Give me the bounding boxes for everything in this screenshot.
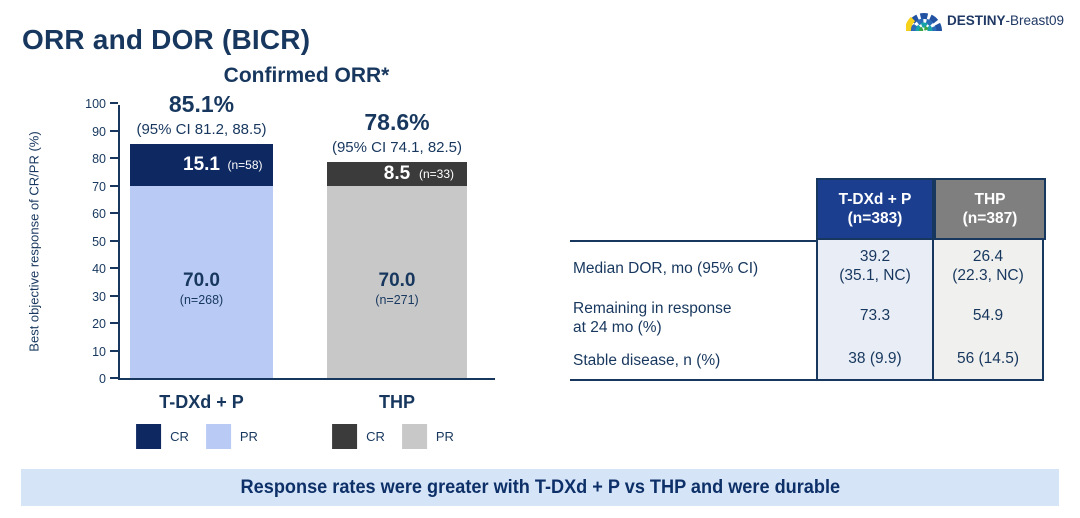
bar-orr-label: 78.6% bbox=[364, 109, 430, 136]
bar-segment-cr: 8.5 (n=33) bbox=[327, 162, 467, 186]
bar-cr-label: 8.5 (n=33) bbox=[327, 162, 467, 185]
y-axis-tick-label: 30 bbox=[92, 289, 106, 304]
bar-thp: 70.0 (n=271) 8.5 (n=33) 78.6% (95% CI 74.1, 8… bbox=[327, 109, 467, 378]
bar-segment-pr: 70.0 (n=268) bbox=[130, 185, 273, 378]
dor-table-cell: 73.3 bbox=[818, 294, 932, 339]
y-axis-tick-mark bbox=[110, 102, 118, 104]
y-axis-tick-mark bbox=[110, 129, 118, 132]
y-axis-title: Best objective response of CR/PR (%) bbox=[26, 131, 42, 352]
legend-swatch-pr bbox=[205, 424, 231, 449]
dor-table-row-label: Stable disease, n (%) bbox=[573, 351, 721, 369]
legend-label-cr: CR bbox=[170, 429, 189, 444]
y-axis-tick-label: 60 bbox=[92, 207, 106, 221]
destiny-fan-icon bbox=[905, 13, 942, 32]
study-logo: DESTINY-Breast09 bbox=[905, 7, 1064, 33]
bar-ci-label: (95% CI 81.2, 88.5) bbox=[136, 120, 267, 138]
study-name-rest: -Breast09 bbox=[1005, 12, 1064, 28]
legend-swatch-pr bbox=[401, 424, 427, 449]
y-axis-tick-label: 40 bbox=[92, 262, 106, 276]
bar-cr-n: (n=33) bbox=[419, 166, 455, 181]
y-axis-tick-label: 70 bbox=[92, 179, 106, 194]
plot-area: 0 10 20 30 40 50 60 70 80 90 100 70.0 (n=268) 15.1 (n=… bbox=[85, 91, 495, 449]
bar-pr-n: (n=271) bbox=[375, 292, 419, 307]
y-axis-tick-label: 80 bbox=[92, 152, 106, 166]
y-axis-tick-mark bbox=[110, 267, 118, 269]
bar-tdxd-p: 70.0 (n=268) 15.1 (n=58) 85.1% (95% CI 81.2, … bbox=[130, 91, 273, 378]
legend-tdxd-p: CR PR bbox=[136, 424, 266, 449]
x-axis-label-thp: THP bbox=[379, 392, 415, 412]
bar-cr-value: 15.1 bbox=[183, 153, 220, 175]
y-axis-tick-mark bbox=[110, 212, 118, 214]
y-axis-tick-label: 20 bbox=[92, 317, 106, 331]
dor-table-cell: 38 (9.9) bbox=[818, 339, 932, 379]
y-axis-tick-mark bbox=[110, 294, 118, 297]
y-axis-tick-label: 90 bbox=[92, 124, 106, 139]
y-axis-tick-mark bbox=[110, 377, 118, 379]
bar-cr-n: (n=58) bbox=[227, 157, 263, 172]
y-axis-tick-mark bbox=[110, 322, 118, 324]
bar-segment-pr: 70.0 (n=271) bbox=[327, 185, 467, 378]
bar-pr-n: (n=268) bbox=[179, 292, 224, 307]
legend-swatch-cr bbox=[136, 424, 162, 449]
summary-banner-text: Response rates were greater with T-DXd +… bbox=[240, 476, 840, 498]
study-name-bold: DESTINY bbox=[946, 12, 1006, 28]
dor-table-cell: 39.2 (35.1, NC) bbox=[818, 240, 932, 294]
bar-orr-label: 85.1% bbox=[168, 90, 235, 117]
study-name: DESTINY-Breast09 bbox=[947, 13, 1064, 28]
legend-label-cr: CR bbox=[366, 429, 385, 444]
y-axis-tick-mark bbox=[110, 157, 118, 159]
bar-pr-label: 70.0 (n=271) bbox=[327, 270, 467, 307]
legend-label-pr: PR bbox=[239, 429, 258, 444]
bar-pr-value: 70.0 bbox=[378, 269, 416, 291]
dor-table-row-labels: Median DOR, mo (95% CI) Remaining in resp… bbox=[570, 240, 816, 381]
legend-swatch-cr bbox=[332, 424, 358, 449]
bar-segment-cr: 15.1 (n=58) bbox=[130, 143, 273, 186]
dor-table-cell: 54.9 bbox=[934, 294, 1042, 339]
y-axis-tick-mark bbox=[110, 184, 118, 187]
x-axis-label-tdxd-p: T-DXd + P bbox=[159, 392, 244, 412]
bar-cr-value: 8.5 bbox=[383, 162, 411, 184]
y-axis-tick-label: 100 bbox=[85, 97, 106, 111]
page-title: ORR and DOR (BICR) bbox=[22, 24, 311, 55]
dor-table-row-label: Median DOR, mo (95% CI) bbox=[573, 259, 759, 277]
y-axis-tick-label: 0 bbox=[99, 372, 106, 386]
bar-cr-label: 15.1 (n=58) bbox=[130, 144, 273, 186]
dor-table-column-thp: 26.4 (22.3, NC) 54.9 56 (14.5) bbox=[932, 240, 1044, 381]
dor-table-cell: 56 (14.5) bbox=[934, 339, 1042, 379]
bar-ci-label: (95% CI 74.1, 82.5) bbox=[331, 139, 463, 157]
dor-table-header-tdxd: T-DXd + P (n=383) bbox=[816, 178, 934, 240]
y-axis-tick-mark bbox=[110, 349, 118, 352]
y-axis-tick-label: 50 bbox=[92, 234, 106, 249]
dor-table-cell: 26.4 (22.3, NC) bbox=[934, 240, 1042, 294]
y-axis-tick-label: 10 bbox=[92, 344, 106, 359]
dor-table-header-row: T-DXd + P (n=383) THP (n=387) bbox=[816, 178, 1046, 240]
summary-banner: Response rates were greater with T-DXd +… bbox=[21, 469, 1059, 506]
bar-pr-label: 70.0 (n=268) bbox=[130, 270, 273, 307]
dor-table-header-thp: THP (n=387) bbox=[934, 178, 1046, 240]
dor-table-row-label: Remaining in response at 24 mo (%) bbox=[573, 299, 732, 336]
chart-title: Confirmed ORR* bbox=[223, 64, 390, 87]
dor-table-column-tdxd: 39.2 (35.1, NC) 73.3 38 (9.9) bbox=[816, 240, 934, 381]
legend-thp: CR PR bbox=[332, 424, 462, 449]
bar-pr-value: 70.0 bbox=[183, 269, 220, 291]
y-axis-tick-mark bbox=[110, 239, 118, 242]
legend-label-pr: PR bbox=[435, 429, 454, 444]
